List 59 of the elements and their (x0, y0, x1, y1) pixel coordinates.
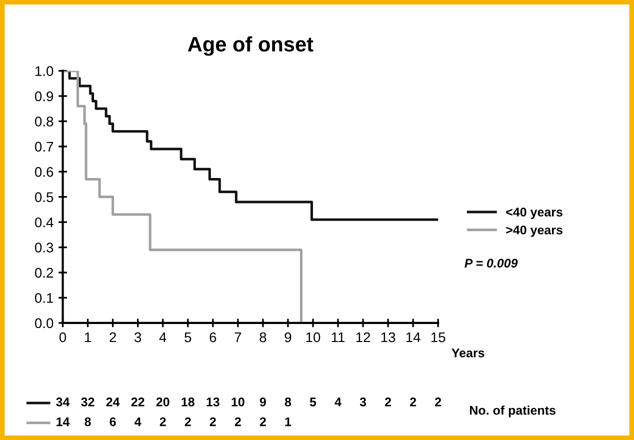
x-tick-label: 12 (356, 332, 370, 342)
text: 20 (156, 398, 170, 406)
x-tick-label: 7 (234, 332, 242, 342)
y-tick-label: 0.7 (34, 142, 54, 152)
y-tick-label: 0.5 (34, 192, 54, 202)
text: 24 (106, 398, 120, 406)
x-axis-title: Years (452, 348, 484, 358)
text: 2 (385, 398, 392, 406)
x-tick-label: 5 (184, 332, 192, 342)
chart-title: Age of onset (188, 36, 314, 56)
y-tick-label: 0.9 (34, 91, 54, 102)
x-tick-label: 8 (260, 332, 266, 342)
text: 2 (160, 417, 166, 426)
text: 32 (81, 398, 94, 406)
text: 4 (334, 398, 342, 406)
legend-label: <40 years (506, 208, 562, 219)
y-tick-label: 1.0 (35, 66, 54, 76)
text: 2 (260, 417, 266, 426)
text: 6 (110, 417, 116, 426)
x-tick-label: 11 (332, 332, 345, 342)
text: 22 (131, 398, 144, 406)
text: 8 (84, 417, 91, 426)
text: 9 (260, 398, 266, 406)
text: 2 (410, 398, 416, 406)
x-tick-label: 9 (284, 332, 292, 342)
x-tick-label: 15 (431, 332, 446, 342)
x-tick-label: 3 (134, 332, 142, 342)
y-tick-label: 0.4 (34, 217, 54, 228)
text: 2 (435, 398, 442, 406)
text: 2 (210, 417, 216, 426)
x-tick-label: 2 (110, 332, 116, 342)
legend-label: >40 years (506, 226, 562, 237)
y-tick-label: 0.0 (34, 318, 54, 328)
text: 18 (182, 398, 194, 406)
text: 13 (206, 398, 220, 406)
x-tick-label: 1 (84, 332, 91, 342)
text: 5 (310, 398, 316, 406)
y-tick-label: 0.3 (34, 242, 54, 252)
text: 2 (234, 417, 241, 426)
text: 4 (134, 417, 142, 426)
y-tick-label: 0.2 (34, 268, 54, 278)
text: 14 (56, 417, 70, 426)
x-tick-label: 0 (59, 332, 66, 342)
x-tick-label: 14 (406, 332, 420, 342)
x-tick-label: 13 (381, 332, 396, 342)
text: 10 (232, 398, 244, 406)
y-tick-label: 0.8 (34, 116, 54, 126)
x-tick-label: 10 (306, 332, 320, 342)
text: 2 (184, 417, 191, 426)
text: 3 (360, 398, 366, 406)
text: 34 (56, 398, 70, 406)
x-tick-label: 4 (159, 332, 166, 342)
text: P = 0.009 (464, 258, 518, 268)
y-tick-label: 0.6 (34, 167, 54, 177)
y-tick-label: 0.1 (34, 293, 54, 303)
text: 1 (285, 417, 292, 426)
x-tick-label: 6 (210, 332, 216, 342)
text: No. of patients (470, 406, 556, 418)
text: 8 (284, 398, 292, 406)
